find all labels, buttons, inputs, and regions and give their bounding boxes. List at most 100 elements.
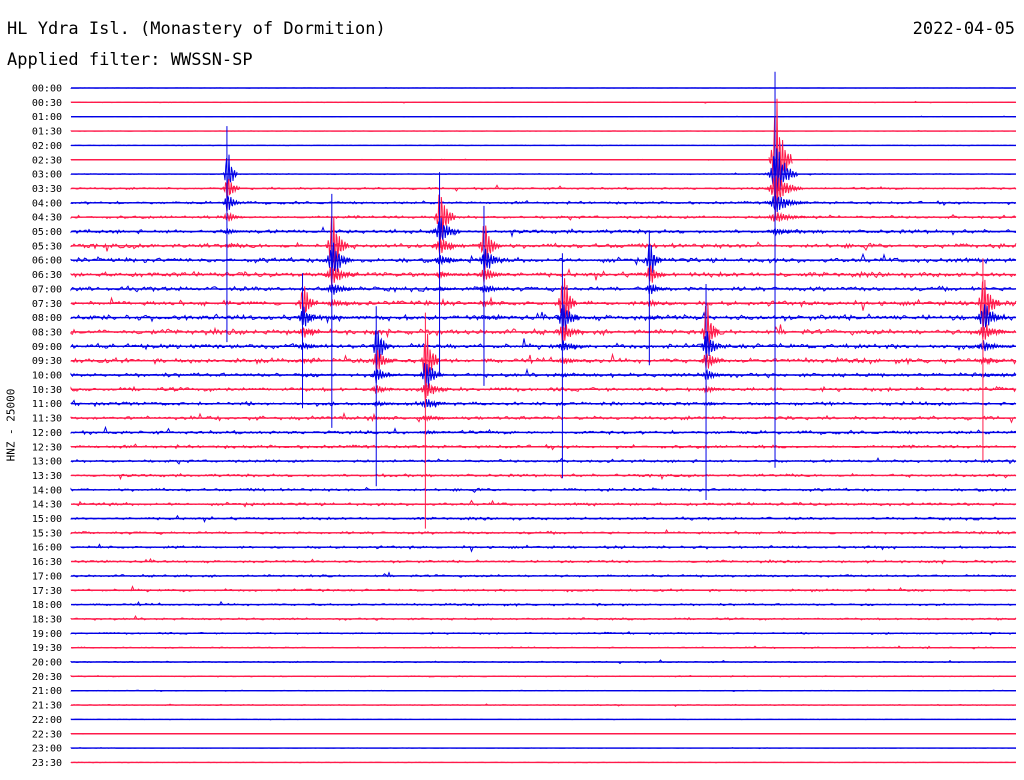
- seismic-event-trace: [640, 298, 675, 307]
- seismic-event-trace: [323, 242, 355, 277]
- seismic-event-trace: [759, 226, 821, 237]
- seismic-event-trace: [643, 265, 668, 283]
- row-time-label: 06:30: [32, 270, 62, 281]
- row-time-label: 21:00: [32, 686, 62, 697]
- seismic-event-trace: [642, 284, 671, 295]
- trace-line: [70, 296, 1017, 311]
- seismic-event-trace: [321, 266, 361, 287]
- row-time-label: 09:30: [32, 356, 62, 367]
- row-time-label: 12:00: [32, 428, 62, 439]
- row-time-label: 22:00: [32, 715, 62, 726]
- row-time-label: 23:30: [32, 758, 62, 769]
- row-time-label: 07:30: [32, 299, 62, 310]
- seismic-event-trace: [699, 331, 724, 358]
- row-time-label: 15:00: [32, 514, 62, 525]
- row-time-label: 20:00: [32, 658, 62, 669]
- seismic-event-trace: [639, 314, 679, 321]
- row-time-label: 12:30: [32, 442, 62, 453]
- seismic-event-trace: [551, 356, 595, 365]
- seismic-event-trace: [698, 353, 727, 369]
- row-time-label: 10:00: [32, 371, 62, 382]
- seismic-event-trace: [644, 244, 663, 274]
- seismic-event-trace: [368, 368, 398, 384]
- seismic-event-trace: [471, 300, 521, 308]
- row-time-label: 13:30: [32, 471, 62, 482]
- row-time-label: 17:00: [32, 571, 62, 582]
- row-time-label: 16:00: [32, 543, 62, 554]
- seismic-event-trace: [763, 195, 809, 213]
- seismic-event-trace: [697, 368, 732, 380]
- row-time-label: 19:00: [32, 629, 62, 640]
- seismic-event-trace: [476, 248, 506, 272]
- seismic-event-trace: [470, 314, 525, 320]
- row-time-label: 00:30: [32, 98, 62, 109]
- row-time-label: 10:30: [32, 385, 62, 396]
- seismic-event-trace: [555, 304, 582, 333]
- trace-line: [70, 352, 1017, 366]
- record-date: 2022-04-05: [912, 19, 1015, 39]
- trace-line: [70, 615, 1017, 621]
- row-time-label: 08:30: [32, 327, 62, 338]
- seismic-event-trace: [415, 399, 454, 408]
- row-time-label: 21:30: [32, 701, 62, 712]
- row-time-label: 16:30: [32, 557, 62, 568]
- seismic-event-trace: [475, 269, 510, 283]
- seismic-event-trace: [297, 286, 318, 323]
- seismic-event-trace: [761, 210, 815, 222]
- trace-line: [70, 252, 1017, 266]
- seismic-event-trace: [429, 255, 471, 266]
- trace-line: [70, 472, 1017, 481]
- seismic-event-trace: [478, 225, 501, 276]
- seismic-event-trace: [432, 217, 461, 248]
- seismic-event-trace: [552, 340, 591, 351]
- row-time-label: 14:30: [32, 500, 62, 511]
- seismic-event-trace: [316, 314, 377, 320]
- row-time-label: 15:30: [32, 528, 62, 539]
- row-time-label: 19:30: [32, 643, 62, 654]
- seismic-event-trace: [764, 175, 804, 208]
- row-time-label: 18:30: [32, 614, 62, 625]
- seismic-event-trace: [971, 340, 1016, 352]
- seismic-event-trace: [294, 326, 326, 338]
- seismic-event-trace: [427, 270, 476, 280]
- trace-line: [70, 367, 1017, 379]
- filter-label: Applied filter: WWSSN-SP: [7, 50, 253, 70]
- seismic-event-trace: [974, 304, 1006, 338]
- row-time-label: 04:00: [32, 198, 62, 209]
- trace-line: [70, 324, 1017, 339]
- trace-line: [70, 585, 1017, 593]
- seismic-event-trace: [218, 242, 253, 248]
- row-time-label: 04:30: [32, 213, 62, 224]
- row-time-label: 07:00: [32, 284, 62, 295]
- row-time-label: 05:00: [32, 227, 62, 238]
- seismic-event-trace: [320, 283, 366, 295]
- row-time-label: 11:30: [32, 414, 62, 425]
- seismic-event-trace: [220, 212, 247, 222]
- row-time-label: 06:00: [32, 256, 62, 267]
- seismic-event-trace: [969, 357, 1016, 366]
- seismic-event-trace: [366, 400, 406, 407]
- seismic-event-trace: [976, 279, 1001, 327]
- trace-line: [70, 241, 1017, 252]
- row-time-label: 01:30: [32, 127, 62, 138]
- row-time-label: 14:00: [32, 485, 62, 496]
- seismic-event-trace: [694, 400, 740, 407]
- row-time-label: 02:30: [32, 155, 62, 166]
- seismic-event-trace: [967, 372, 1016, 378]
- row-time-label: 17:30: [32, 586, 62, 597]
- row-time-label: 13:00: [32, 457, 62, 468]
- seismic-event-trace: [370, 349, 395, 374]
- seismic-event-trace: [318, 298, 372, 308]
- row-time-label: 18:00: [32, 600, 62, 611]
- seismic-event-trace: [412, 429, 463, 435]
- row-time-label: 09:00: [32, 342, 62, 353]
- seismic-event-trace: [638, 330, 683, 334]
- seismic-event-trace: [414, 415, 458, 422]
- station-title: HL Ydra Isl. (Monastery of Dormition): [7, 19, 386, 39]
- seismic-event-trace: [365, 415, 410, 421]
- row-time-label: 05:30: [32, 241, 62, 252]
- seismic-event-trace: [219, 228, 250, 236]
- seismic-event-trace: [291, 356, 335, 365]
- seismic-event-trace: [972, 324, 1012, 340]
